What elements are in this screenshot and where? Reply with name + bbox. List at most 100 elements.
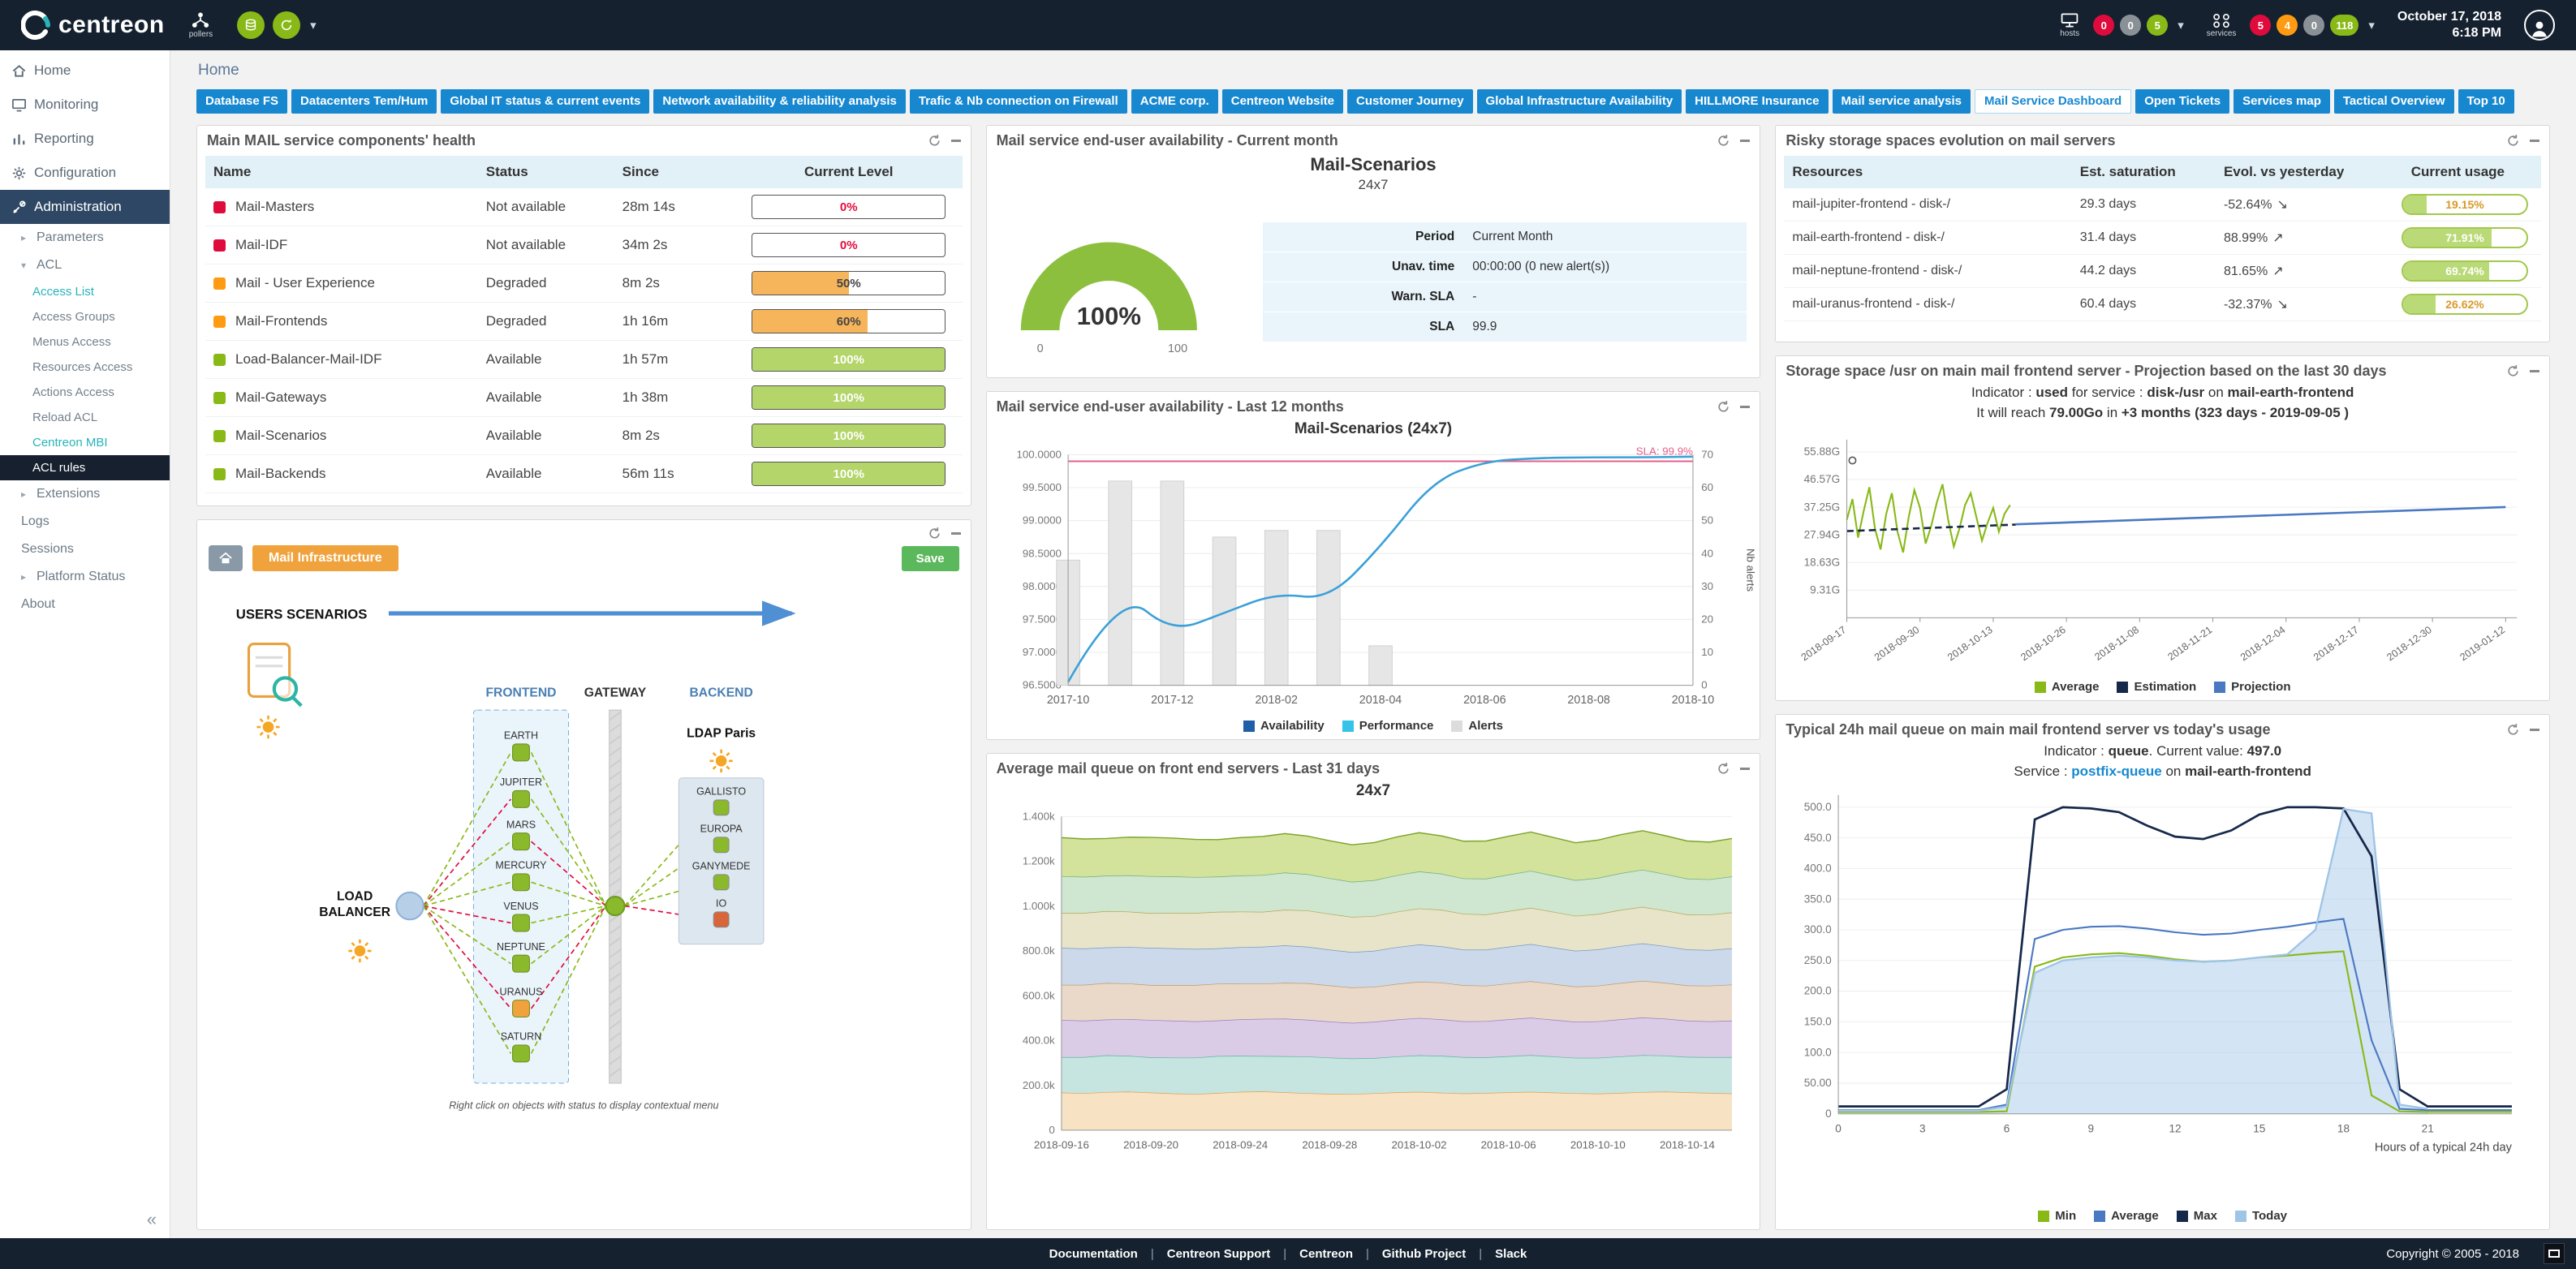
- home-icon[interactable]: [209, 545, 243, 571]
- sync-icon[interactable]: [273, 11, 301, 39]
- frontend-node[interactable]: [512, 914, 530, 932]
- tab-centreon-website[interactable]: Centreon Website: [1221, 89, 1343, 114]
- collapse-icon[interactable]: [1740, 768, 1751, 770]
- infrastructure-diagram[interactable]: USERS SCENARIOS FRONTEND GATEWAY BACKEND EAR…: [197, 576, 971, 1229]
- sidebar-item-acl[interactable]: ▾ ACL: [0, 252, 170, 279]
- frontend-node[interactable]: [512, 1000, 530, 1018]
- display-mode-icon[interactable]: [2544, 1243, 2565, 1264]
- sidebar-item-home[interactable]: Home: [0, 54, 170, 88]
- sidebar-item-about[interactable]: About: [0, 591, 170, 618]
- table-row[interactable]: Mail-Scenarios Available 8m 2s 100%: [205, 417, 963, 455]
- tab-trafic-nb-connection-on-firewall[interactable]: Trafic & Nb connection on Firewall: [909, 89, 1127, 114]
- tab-hillmore-insurance[interactable]: HILLMORE Insurance: [1686, 89, 1829, 114]
- collapse-icon[interactable]: [2530, 729, 2539, 731]
- collapse-icon[interactable]: [1740, 140, 1751, 142]
- table-row[interactable]: Load-Balancer-Mail-IDF Available 1h 57m 100…: [205, 341, 963, 379]
- frontend-node[interactable]: [512, 743, 530, 762]
- infrastructure-label[interactable]: Mail Infrastructure: [252, 545, 398, 571]
- refresh-icon[interactable]: [2506, 364, 2520, 378]
- sidebar-item-centreon-mbi[interactable]: Centreon MBI: [0, 430, 170, 455]
- frontend-node[interactable]: [512, 954, 530, 973]
- frontend-node[interactable]: [512, 1044, 530, 1063]
- refresh-icon[interactable]: [928, 527, 941, 540]
- sidebar-item-monitoring[interactable]: Monitoring: [0, 88, 170, 122]
- refresh-icon[interactable]: [928, 134, 941, 148]
- tab-services-map[interactable]: Services map: [2234, 89, 2330, 114]
- table-row[interactable]: Mail-Masters Not available 28m 14s 0%: [205, 188, 963, 226]
- collapse-icon[interactable]: [950, 532, 961, 535]
- backend-node[interactable]: [713, 874, 730, 891]
- backend-node[interactable]: [713, 837, 730, 854]
- save-button[interactable]: Save: [901, 545, 959, 571]
- collapse-icon[interactable]: [2530, 370, 2539, 372]
- gateway-node[interactable]: [605, 896, 626, 917]
- footer-link-centreon-support[interactable]: Centreon Support: [1166, 1246, 1271, 1261]
- pollers-menu[interactable]: pollers: [189, 11, 213, 39]
- footer-link-documentation[interactable]: Documentation: [1049, 1246, 1138, 1261]
- footer-link-slack[interactable]: Slack: [1495, 1246, 1527, 1261]
- sidebar-item-parameters[interactable]: ▸ Parameters: [0, 224, 170, 252]
- tab-mail-service-analysis[interactable]: Mail service analysis: [1832, 89, 1971, 114]
- services-badge-3[interactable]: 118: [2330, 15, 2359, 36]
- sidebar-item-menus-access[interactable]: Menus Access: [0, 329, 170, 355]
- tab-acme-corp[interactable]: ACME corp.: [1131, 89, 1218, 114]
- user-avatar[interactable]: [2524, 10, 2555, 41]
- refresh-icon[interactable]: [1717, 400, 1730, 414]
- table-row[interactable]: Mail-Gateways Available 1h 38m 100%: [205, 379, 963, 417]
- table-row[interactable]: mail-jupiter-frontend - disk-/ 29.3 days -…: [1784, 188, 2541, 222]
- sidebar-collapse-button[interactable]: «: [146, 1209, 157, 1229]
- sidebar-item-resources-access[interactable]: Resources Access: [0, 355, 170, 380]
- backend-node[interactable]: [713, 911, 730, 928]
- collapse-icon[interactable]: [1740, 406, 1751, 408]
- sidebar-item-administration[interactable]: Administration: [0, 190, 170, 224]
- tab-mail-service-dashboard[interactable]: Mail Service Dashboard: [1974, 89, 2132, 114]
- services-badge-0[interactable]: 5: [2250, 15, 2272, 36]
- table-row[interactable]: mail-neptune-frontend - disk-/ 44.2 days 8…: [1784, 255, 2541, 288]
- tab-open-tickets[interactable]: Open Tickets: [2135, 89, 2230, 114]
- sidebar-item-acl-rules[interactable]: ACL rules: [0, 455, 170, 480]
- sidebar-item-extensions[interactable]: ▸ Extensions: [0, 480, 170, 508]
- sidebar-item-reporting[interactable]: Reporting: [0, 122, 170, 156]
- sidebar-item-actions-access[interactable]: Actions Access: [0, 380, 170, 405]
- sidebar-item-configuration[interactable]: Configuration: [0, 156, 170, 190]
- services-badge-1[interactable]: 4: [2277, 15, 2298, 36]
- tab-global-infrastructure-availability[interactable]: Global Infrastructure Availability: [1476, 89, 1682, 114]
- tab-database-fs[interactable]: Database FS: [196, 89, 288, 114]
- database-icon[interactable]: [237, 11, 265, 39]
- table-row[interactable]: Mail-Frontends Degraded 1h 16m 60%: [205, 303, 963, 341]
- chevron-down-icon[interactable]: ▾: [2368, 19, 2375, 32]
- table-row[interactable]: Mail-IDF Not available 34m 2s 0%: [205, 226, 963, 265]
- services-status[interactable]: services 5 4 0 118 ▾: [2207, 12, 2375, 38]
- hosts-badge-2[interactable]: 5: [2147, 15, 2169, 36]
- services-badge-2[interactable]: 0: [2303, 15, 2325, 36]
- collapse-icon[interactable]: [950, 140, 961, 142]
- sidebar-item-platform-status[interactable]: ▸ Platform Status: [0, 563, 170, 591]
- refresh-icon[interactable]: [2506, 723, 2520, 737]
- table-row[interactable]: mail-earth-frontend - disk-/ 31.4 days 88.…: [1784, 222, 2541, 255]
- table-row[interactable]: mail-uranus-frontend - disk-/ 60.4 days -3…: [1784, 288, 2541, 321]
- footer-link-centreon[interactable]: Centreon: [1299, 1246, 1353, 1261]
- refresh-icon[interactable]: [2506, 134, 2520, 148]
- frontend-node[interactable]: [512, 873, 530, 892]
- collapse-icon[interactable]: [2530, 140, 2539, 142]
- sidebar-item-logs[interactable]: Logs: [0, 508, 170, 536]
- backend-node[interactable]: [713, 799, 730, 816]
- table-row[interactable]: Mail-Backends Available 56m 11s 100%: [205, 455, 963, 493]
- load-balancer-node[interactable]: [395, 891, 424, 921]
- sidebar-item-sessions[interactable]: Sessions: [0, 536, 170, 563]
- footer-link-github-project[interactable]: Github Project: [1381, 1246, 1467, 1261]
- sidebar-item-reload-acl[interactable]: Reload ACL: [0, 405, 170, 430]
- tab-global-it-status-current-events[interactable]: Global IT status & current events: [441, 89, 650, 114]
- chevron-down-icon[interactable]: ▾: [2178, 19, 2184, 32]
- hosts-badge-1[interactable]: 0: [2120, 15, 2142, 36]
- frontend-node[interactable]: [512, 789, 530, 808]
- chevron-down-icon[interactable]: ▾: [310, 19, 317, 32]
- refresh-icon[interactable]: [1717, 762, 1730, 776]
- table-row[interactable]: Mail - User Experience Degraded 8m 2s 50%: [205, 265, 963, 303]
- tab-tactical-overview[interactable]: Tactical Overview: [2333, 89, 2454, 114]
- frontend-node[interactable]: [512, 832, 530, 851]
- tab-network-availability-reliability-analysis[interactable]: Network availability & reliability analy…: [653, 89, 906, 114]
- tab-customer-journey[interactable]: Customer Journey: [1347, 89, 1473, 114]
- breadcrumb[interactable]: Home: [198, 62, 239, 79]
